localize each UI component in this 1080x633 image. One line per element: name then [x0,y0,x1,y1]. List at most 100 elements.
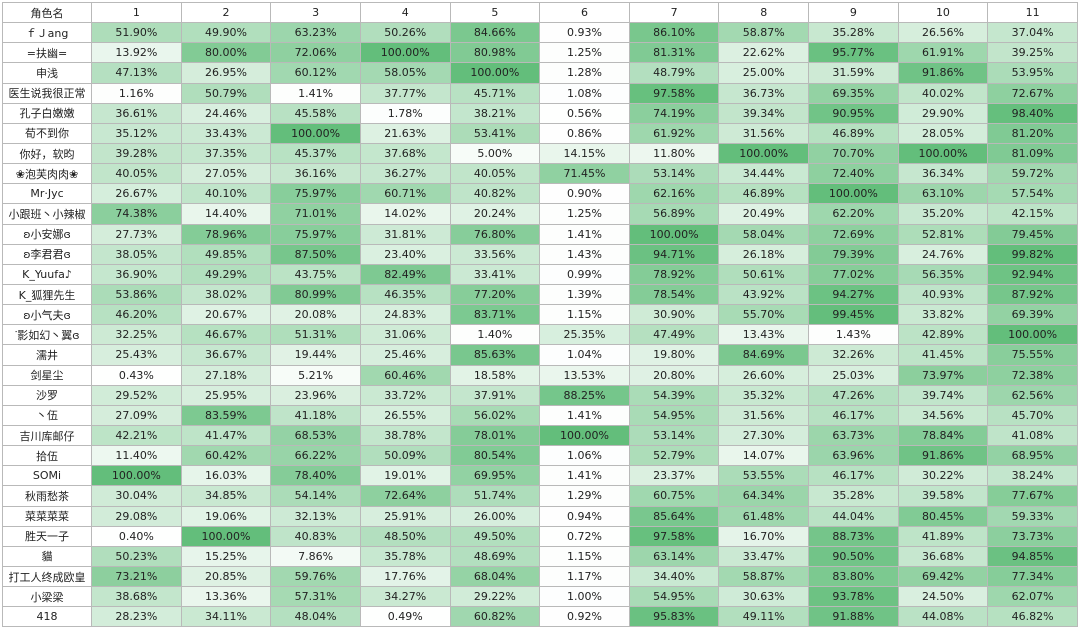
table-cell: 24.83% [359,304,451,326]
table-cell: 100.00% [270,122,361,144]
table-cell: 46.89% [718,183,809,205]
table-row: 荀不到你 35.12% 33.43% 100.00% 21.63% 53.41% 0.86%… [2,122,1078,144]
table-cell: 79.39% [808,243,899,265]
table-cell: 1.43% [808,324,899,346]
table-cell: 70.70% [808,142,899,165]
table-cell: 73.73% [987,525,1078,547]
table-cell: 49.50% [449,525,541,547]
table-cell: 81.09% [987,142,1078,165]
table-cell: 26.60% [718,364,809,386]
table-cell: 61.48% [718,505,809,527]
table-cell: 29.22% [449,586,541,608]
table-cell: 64.34% [718,485,809,507]
table-cell: 20.24% [449,203,541,225]
table-cell: 7.86% [270,545,361,567]
table-cell: 23.96% [270,384,361,406]
table-cell: 26.56% [897,22,989,44]
table-cell: 51.90% [91,22,182,44]
table-cell: 16.70% [718,525,809,547]
table-cell: 35.28% [808,22,899,44]
table-cell: 45.58% [270,102,361,124]
corner-header: 角色名 [2,1,92,24]
table-cell: 47.49% [628,324,720,346]
table-cell: 80.54% [449,445,541,467]
table-cell: 20.80% [628,364,720,386]
header-row: 角色名 1 2 3 4 5 6 7 8 9 10 11 [2,1,1078,24]
table-cell: 39.58% [897,485,989,507]
table-cell: 92.94% [987,263,1078,285]
table-cell: 0.72% [539,525,630,547]
table-cell: 55.70% [718,304,809,326]
table-cell: 60.82% [449,606,541,628]
table-cell: 16.03% [180,465,272,487]
table-cell: 1.15% [539,304,630,326]
table-cell: 78.92% [628,263,720,285]
table-cell: 46.89% [808,122,899,144]
table-cell: 40.05% [449,163,541,185]
table-cell: 33.72% [359,384,451,406]
table-cell: 51.74% [449,485,541,507]
table-row: ʚ李君君ɞ 38.05% 49.85% 87.50% 23.40% 33.56% 1.43%… [2,243,1078,265]
table-cell: 83.80% [808,565,899,588]
table-cell: 53.14% [628,163,720,185]
table-cell: 36.67% [180,344,272,366]
column-header: 2 [180,1,272,24]
table-cell: 94.27% [808,283,899,306]
table-row: 吉川库邮仔 42.21% 41.47% 68.53% 38.78% 78.01% 100.0… [2,424,1078,447]
table-cell: 48.04% [270,606,361,628]
table-cell: 40.82% [449,183,541,205]
table-cell: 13.92% [91,42,182,64]
table-cell: 62.20% [808,203,899,225]
table-cell: 39.34% [718,102,809,124]
table-cell: 60.46% [359,364,451,386]
table-cell: 35.32% [718,384,809,406]
row-label: ｆＪang [2,22,92,44]
column-header: 10 [897,1,989,24]
table-cell: 46.82% [987,606,1078,628]
table-cell: 27.30% [718,424,809,447]
table-cell: 87.92% [987,283,1078,306]
table-cell: 81.31% [628,42,720,64]
table-cell: 1.25% [539,42,630,64]
table-cell: 95.83% [628,606,720,628]
table-cell: 49.29% [180,263,272,285]
table-cell: 93.78% [808,586,899,608]
table-cell: 30.63% [718,586,809,608]
table-cell: 42.21% [91,424,182,447]
table-cell: 0.93% [539,22,630,44]
table-cell: 0.86% [539,122,630,144]
table-cell: 35.78% [359,545,451,567]
table-row: K_Yuufa♪ 36.90% 49.29% 43.75% 82.49% 33.41% 0.… [2,263,1078,285]
table-cell: 40.93% [897,283,989,306]
table-cell: 76.80% [449,223,541,245]
table-cell: 68.53% [270,424,361,447]
table-cell: 46.35% [359,283,451,306]
table-cell: 49.85% [180,243,272,265]
table-cell: 73.97% [897,364,989,386]
row-label: 小跟班丶小辣椒 [2,203,92,225]
table-cell: 25.46% [359,344,451,366]
table-cell: 39.28% [91,142,182,165]
row-label: SOMi [2,465,92,487]
table-cell: 99.82% [987,243,1078,265]
table-cell: 46.17% [808,404,899,426]
column-header: 4 [359,1,451,24]
row-label: 小梁梁 [2,586,92,608]
table-cell: 95.77% [808,42,899,64]
table-cell: 20.67% [180,304,272,326]
table-cell: 79.45% [987,223,1078,245]
table-cell: 39.25% [987,42,1078,64]
table-cell: 88.73% [808,525,899,547]
table-cell: 49.11% [718,606,809,628]
table-cell: 47.13% [91,62,182,84]
table-cell: 34.56% [897,404,989,426]
table-cell: 77.67% [987,485,1078,507]
table-cell: 1.25% [539,203,630,225]
table-cell: 22.62% [718,42,809,64]
table-cell: 50.09% [359,445,451,467]
table-cell: 31.06% [359,324,451,346]
table-cell: 59.33% [987,505,1078,527]
table-cell: 33.41% [449,263,541,285]
table-cell: 25.43% [91,344,182,366]
table-cell: 75.97% [270,183,361,205]
